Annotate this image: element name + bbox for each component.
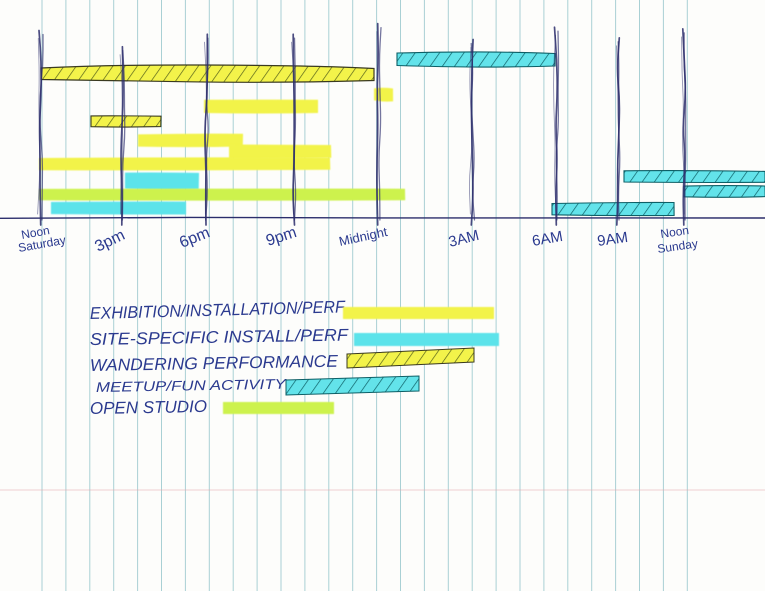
svg-text:MEETUP/FUN ACTIVITY: MEETUP/FUN ACTIVITY	[96, 376, 288, 395]
svg-text:9AM: 9AM	[596, 229, 629, 250]
svg-text:3AM: 3AM	[447, 227, 481, 251]
svg-text:EXHIBITION/INSTALLATION/PERF: EXHIBITION/INSTALLATION/PERF	[90, 297, 347, 323]
svg-text:WANDERING PERFORMANCE: WANDERING PERFORMANCE	[90, 352, 339, 375]
svg-text:3pm: 3pm	[92, 227, 127, 256]
svg-text:SITE-SPECIFIC INSTALL/PERF: SITE-SPECIFIC INSTALL/PERF	[90, 325, 350, 349]
svg-text:Midnight: Midnight	[338, 224, 390, 249]
svg-text:6AM: 6AM	[531, 228, 564, 250]
svg-text:6pm: 6pm	[177, 224, 212, 251]
svg-text:OPEN STUDIO: OPEN STUDIO	[90, 397, 207, 418]
